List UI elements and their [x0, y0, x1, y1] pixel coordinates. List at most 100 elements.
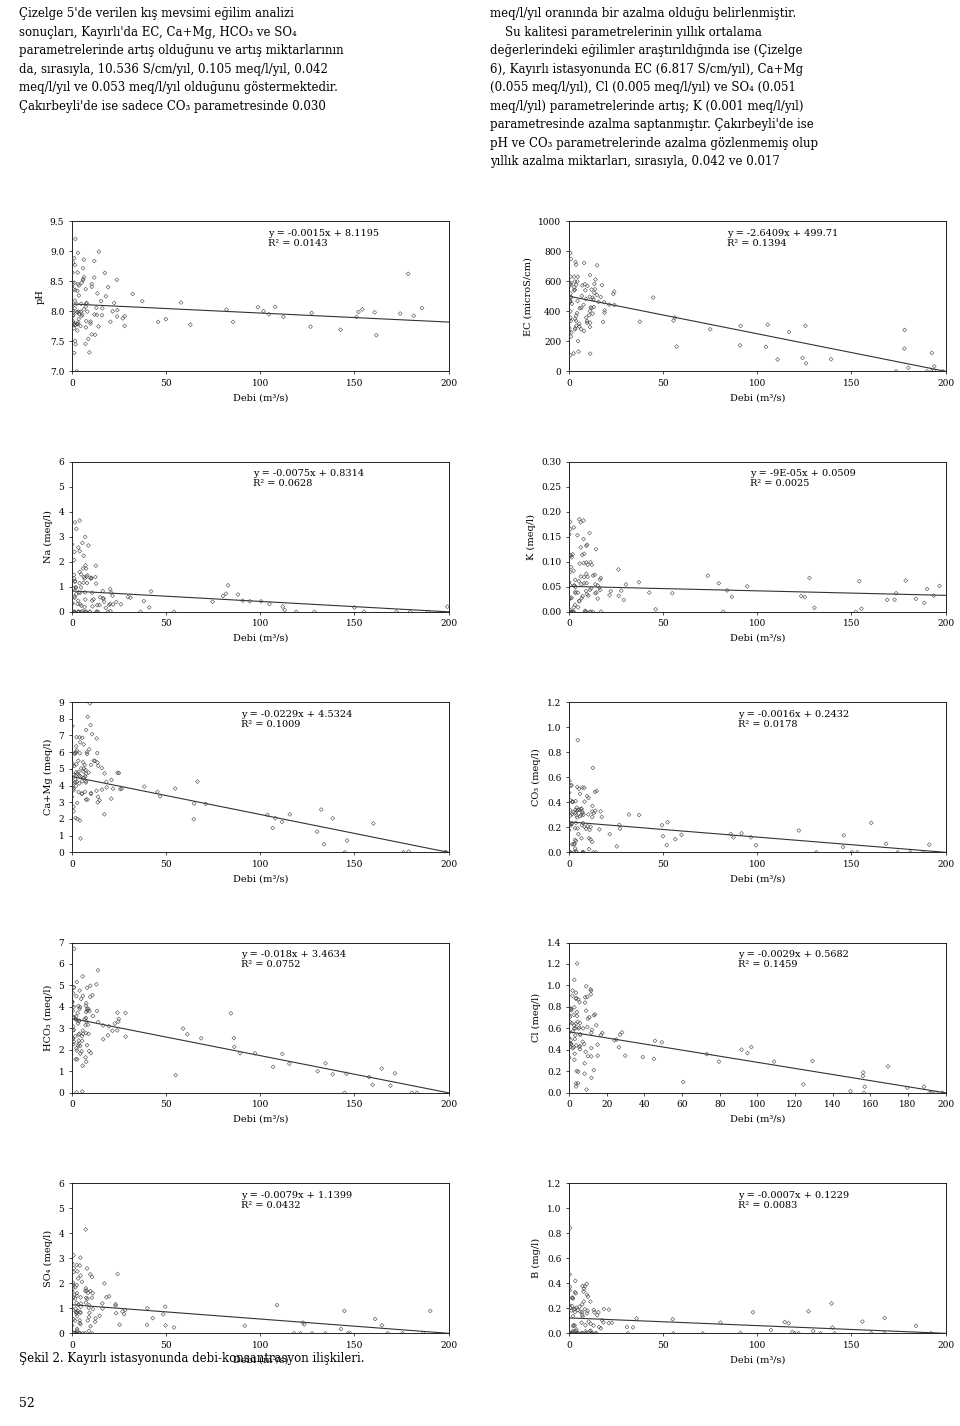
- Point: [922, 833, 937, 856]
- Point: [74, 1025, 89, 1048]
- Text: parametresinde azalma saptanmıştır. Çakırbeyli'de ise: parametresinde azalma saptanmıştır. Çakı…: [490, 118, 813, 131]
- Text: y = -0.018x + 3.4634
R² = 0.0752: y = -0.018x + 3.4634 R² = 0.0752: [242, 950, 347, 970]
- Point: [898, 569, 913, 592]
- Point: [64, 593, 80, 616]
- Point: [68, 774, 84, 797]
- Point: [310, 1060, 325, 1082]
- Point: [66, 317, 82, 339]
- Point: [563, 289, 578, 312]
- Point: [582, 600, 597, 623]
- Point: [66, 1256, 82, 1279]
- Point: [82, 1302, 97, 1325]
- Point: [574, 1293, 589, 1316]
- Point: [920, 578, 935, 600]
- Point: [563, 599, 578, 622]
- Point: [897, 337, 912, 359]
- Point: [80, 997, 95, 1020]
- Point: [565, 1319, 581, 1342]
- Point: [78, 994, 93, 1017]
- Point: [307, 600, 323, 623]
- Point: [586, 1313, 601, 1336]
- Point: [585, 800, 600, 823]
- Point: [65, 1027, 81, 1050]
- Point: [65, 983, 81, 1005]
- Point: [568, 1012, 584, 1035]
- Point: [781, 321, 797, 344]
- Point: [67, 1309, 83, 1332]
- Point: [739, 575, 755, 597]
- Point: [574, 1322, 589, 1345]
- Point: [567, 318, 583, 341]
- Point: [621, 803, 636, 826]
- Point: [564, 998, 579, 1021]
- Point: [808, 841, 824, 864]
- Point: [76, 757, 91, 780]
- Point: [570, 1072, 586, 1095]
- Point: [571, 777, 587, 800]
- Point: [575, 811, 590, 834]
- Point: [74, 1271, 89, 1293]
- Point: [566, 596, 582, 619]
- Point: [69, 319, 84, 342]
- Point: [69, 1301, 84, 1323]
- Point: [66, 578, 82, 600]
- Point: [79, 1051, 94, 1074]
- Point: [588, 538, 604, 560]
- Point: [879, 589, 895, 612]
- Point: [578, 288, 593, 311]
- Point: [333, 1318, 348, 1340]
- Point: [77, 753, 92, 776]
- Point: [101, 275, 116, 298]
- Point: [824, 1292, 839, 1315]
- Point: [77, 1008, 92, 1031]
- Point: [337, 841, 352, 864]
- Point: [581, 803, 596, 826]
- Point: [575, 841, 590, 864]
- Point: [65, 1272, 81, 1295]
- X-axis label: Debi (m³/s): Debi (m³/s): [232, 1356, 288, 1365]
- Point: [699, 1042, 714, 1065]
- Point: [620, 1322, 636, 1345]
- Point: [562, 319, 577, 342]
- Point: [579, 1322, 594, 1345]
- Point: [567, 799, 583, 821]
- Point: [416, 1322, 431, 1345]
- Point: [66, 1322, 82, 1345]
- Point: [585, 1322, 600, 1345]
- Point: [580, 311, 595, 334]
- Point: [325, 1062, 341, 1085]
- Point: [88, 780, 104, 803]
- Point: [69, 292, 84, 315]
- Point: [760, 314, 776, 337]
- Point: [827, 1322, 842, 1345]
- Point: [69, 1285, 84, 1308]
- Point: [564, 1032, 579, 1055]
- Point: [74, 595, 89, 617]
- Point: [581, 837, 596, 860]
- Point: [564, 1020, 580, 1042]
- Point: [125, 282, 140, 305]
- Point: [796, 1072, 811, 1095]
- Point: [72, 1312, 87, 1335]
- Point: [633, 311, 648, 334]
- Point: [567, 582, 583, 605]
- Point: [732, 334, 748, 356]
- Point: [70, 589, 85, 612]
- Point: [66, 568, 82, 590]
- Point: [565, 543, 581, 566]
- Point: [569, 806, 585, 829]
- Point: [65, 1005, 81, 1028]
- Point: [65, 251, 81, 274]
- Point: [74, 988, 89, 1011]
- Point: [567, 1024, 583, 1047]
- Point: [253, 590, 269, 613]
- Point: [700, 565, 715, 588]
- Point: [572, 799, 588, 821]
- Point: [158, 308, 174, 331]
- Point: [570, 265, 586, 288]
- Point: [584, 980, 599, 1002]
- Point: [587, 295, 602, 318]
- Point: [78, 764, 93, 787]
- Point: [564, 556, 579, 579]
- Point: [580, 1007, 595, 1030]
